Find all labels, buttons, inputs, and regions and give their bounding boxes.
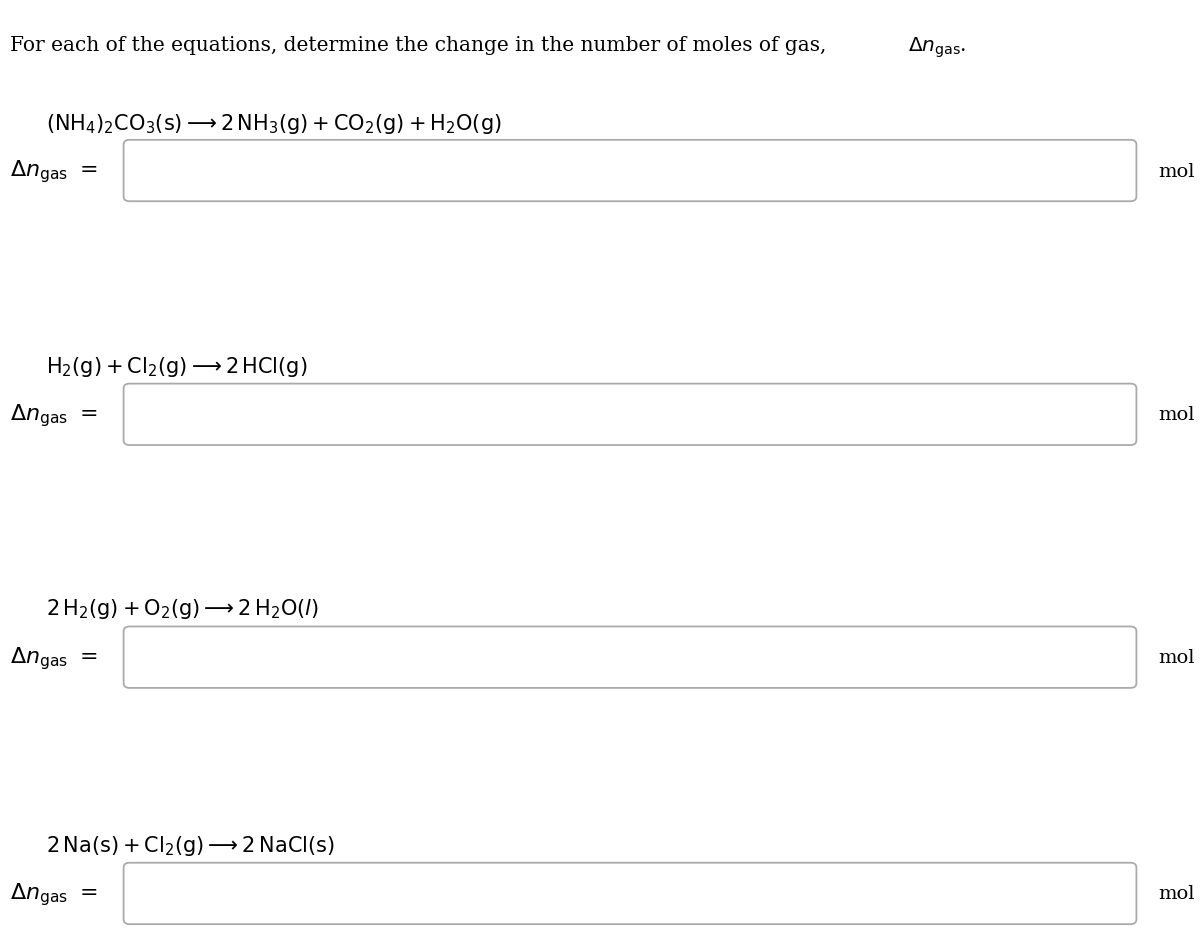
Text: $\Delta n_{\mathrm{gas}}\ =$: $\Delta n_{\mathrm{gas}}\ =$ xyxy=(10,644,97,671)
Text: mol: mol xyxy=(1158,649,1194,666)
Text: $\mathrm{2\,H_2(g) + O_2(g) \longrightarrow 2\,H_2O(\mathit{l})}$: $\mathrm{2\,H_2(g) + O_2(g) \longrightar… xyxy=(46,597,318,620)
Text: mol: mol xyxy=(1158,406,1194,424)
Text: mol: mol xyxy=(1158,885,1194,902)
Text: $\mathrm{(NH_4)_2CO_3(s) \longrightarrow 2\,NH_3(g) + CO_2(g) + H_2O(g)}$: $\mathrm{(NH_4)_2CO_3(s) \longrightarrow… xyxy=(46,111,502,135)
Text: $\Delta n_{\mathrm{gas}}$.: $\Delta n_{\mathrm{gas}}$. xyxy=(908,36,967,60)
Text: $\Delta n_{\mathrm{gas}}\ =$: $\Delta n_{\mathrm{gas}}\ =$ xyxy=(10,401,97,429)
Text: For each of the equations, determine the change in the number of moles of gas,: For each of the equations, determine the… xyxy=(10,36,833,55)
Text: $\Delta n_{\mathrm{gas}}\ =$: $\Delta n_{\mathrm{gas}}\ =$ xyxy=(10,158,97,185)
Text: $\Delta n_{\mathrm{gas}}\ =$: $\Delta n_{\mathrm{gas}}\ =$ xyxy=(10,880,97,907)
Text: mol: mol xyxy=(1158,162,1194,180)
Text: $\mathrm{H_2(g) + Cl_2(g) \longrightarrow 2\,HCl(g)}$: $\mathrm{H_2(g) + Cl_2(g) \longrightarro… xyxy=(46,355,307,379)
Text: $\mathrm{2\,Na(s) + Cl_2(g) \longrightarrow 2\,NaCl(s)}$: $\mathrm{2\,Na(s) + Cl_2(g) \longrightar… xyxy=(46,834,335,857)
